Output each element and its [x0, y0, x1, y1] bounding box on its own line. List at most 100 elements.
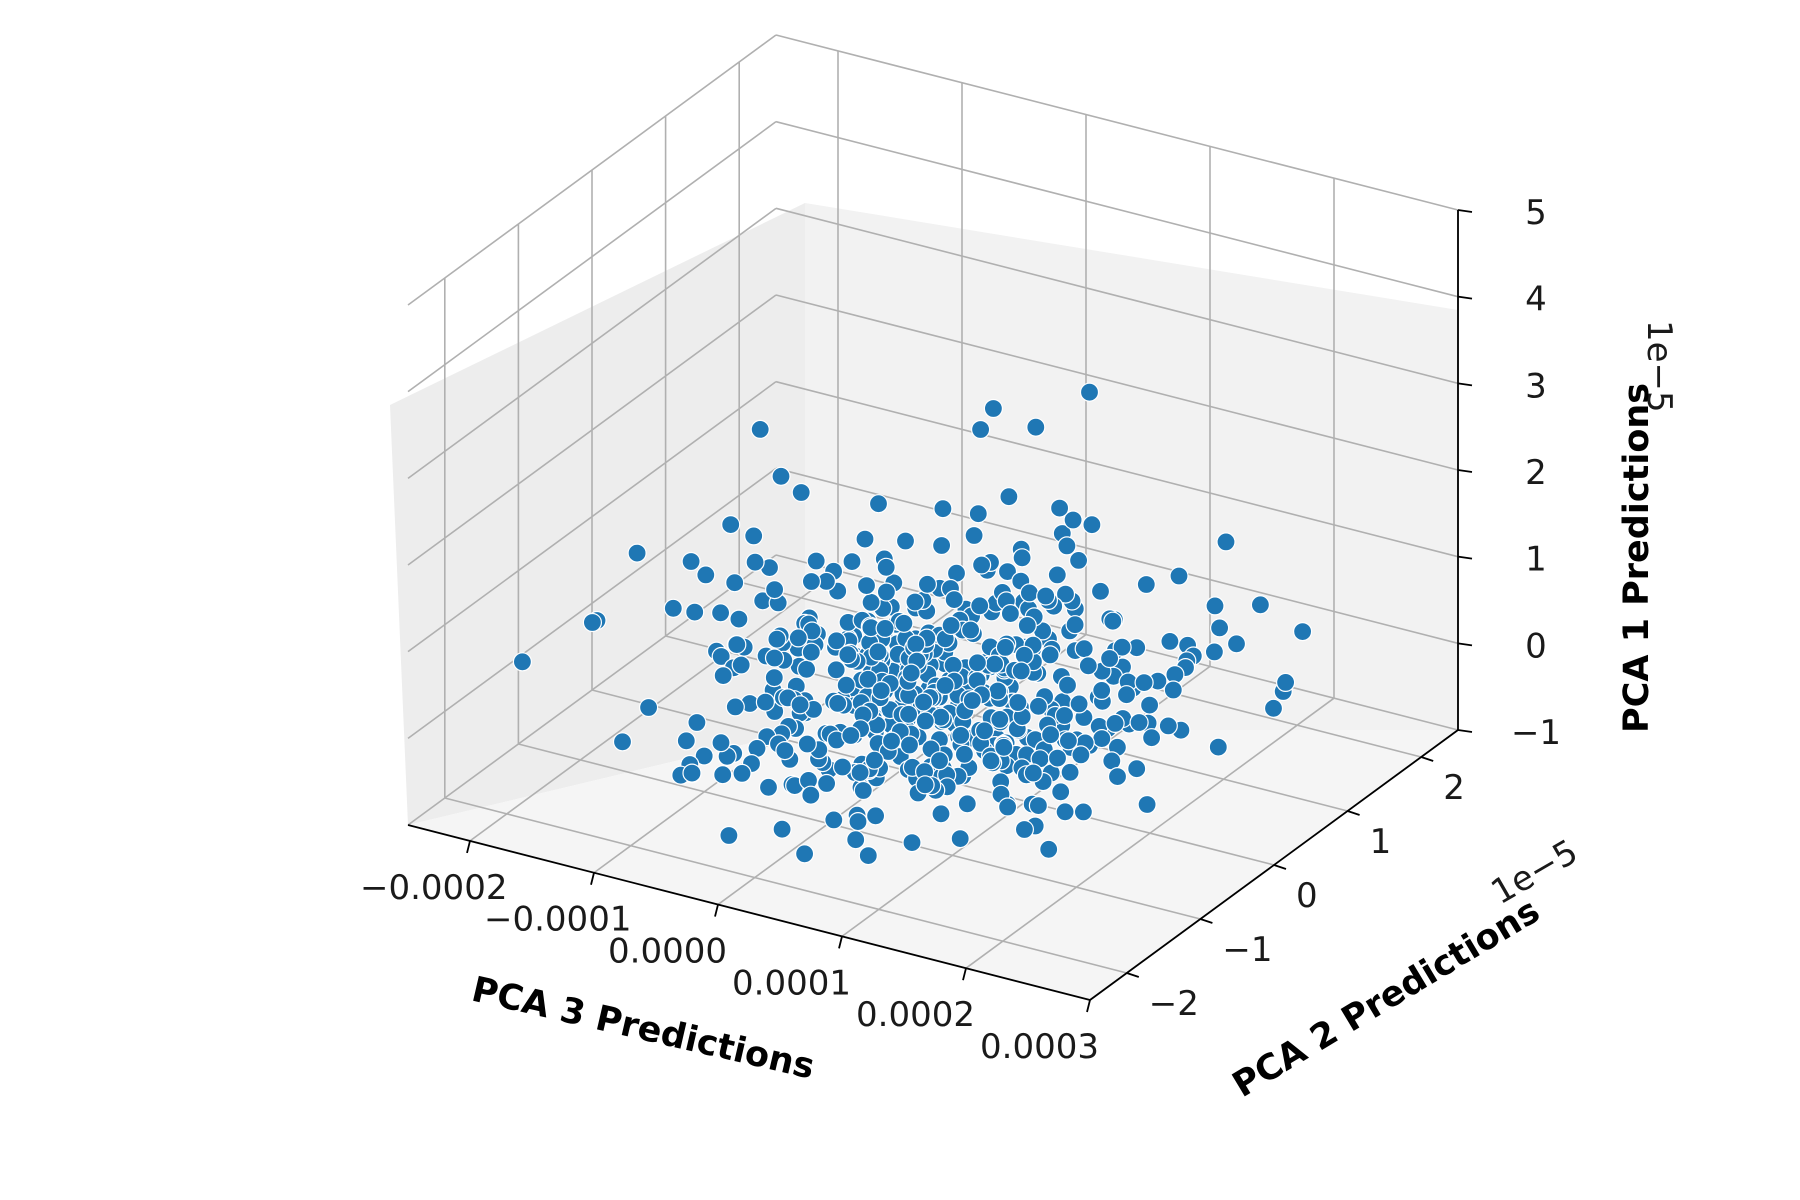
- grid-z-side-1: [407, 467, 777, 739]
- point-546: [685, 602, 705, 622]
- point-511: [931, 804, 951, 824]
- point-38: [1082, 515, 1102, 535]
- point-13: [1216, 532, 1236, 552]
- point-377: [801, 642, 821, 662]
- x-tick-label-0: −0.0002: [360, 868, 507, 908]
- point-282: [1137, 794, 1157, 815]
- point-416: [876, 557, 896, 577]
- point-83: [1078, 656, 1098, 676]
- point-301: [990, 709, 1010, 730]
- data-points: [512, 382, 1313, 866]
- x-tick-4: [962, 967, 967, 981]
- point-29: [997, 561, 1018, 582]
- x-tick-label-3: 0.0001: [732, 963, 851, 1003]
- point-477: [957, 794, 977, 814]
- x-tick-5: [1086, 999, 1091, 1013]
- point-393: [951, 725, 971, 746]
- point-169: [983, 398, 1004, 419]
- point-186: [1116, 685, 1137, 705]
- y-tick-label-1: −1: [1222, 930, 1272, 970]
- x-axis-line: [407, 824, 1091, 1001]
- point-74: [1065, 615, 1085, 635]
- point-444: [1054, 705, 1075, 726]
- point-547: [824, 810, 844, 830]
- point-521: [850, 762, 870, 783]
- point-505: [788, 628, 808, 648]
- point-501: [894, 613, 914, 633]
- point-419: [727, 634, 747, 655]
- point-70: [1063, 510, 1083, 530]
- point-545: [676, 731, 696, 751]
- point-552: [772, 819, 792, 839]
- point-150: [1163, 680, 1183, 700]
- point-63: [1040, 645, 1060, 665]
- point-36: [1139, 695, 1160, 715]
- point-97: [970, 419, 991, 440]
- point-281: [876, 582, 897, 602]
- point-3: [1160, 631, 1180, 652]
- point-197: [868, 494, 889, 514]
- z-offset-label: 1e−5: [1639, 320, 1679, 413]
- point-530: [864, 750, 885, 770]
- z-tick-label-4: 3: [1525, 366, 1547, 406]
- point-218: [750, 419, 770, 439]
- z-tick-label-3: 2: [1525, 453, 1547, 493]
- point-330: [681, 551, 701, 572]
- point-363: [906, 634, 926, 654]
- point-375: [962, 690, 982, 711]
- point-96: [933, 499, 953, 519]
- point-66: [1019, 583, 1040, 603]
- point-364: [767, 629, 787, 649]
- point-253: [1000, 603, 1021, 624]
- point-166: [1028, 696, 1049, 716]
- point-352: [826, 631, 847, 651]
- point-534: [711, 733, 731, 753]
- point-526: [713, 665, 733, 686]
- point-371: [1129, 712, 1149, 733]
- point-555: [794, 844, 815, 864]
- point-326: [801, 571, 822, 592]
- point-359: [941, 615, 961, 636]
- point-11: [1090, 581, 1111, 601]
- point-492: [841, 725, 861, 746]
- point-173: [970, 596, 990, 616]
- point-6: [1292, 621, 1313, 642]
- point-389: [858, 669, 878, 689]
- point-543: [846, 830, 866, 850]
- point-479: [929, 751, 950, 771]
- point-436: [1073, 802, 1094, 822]
- y-tick-0: [1126, 972, 1140, 978]
- point-485: [838, 645, 858, 665]
- x-tick-2: [714, 904, 719, 917]
- point-338: [1058, 731, 1079, 751]
- point-495: [582, 612, 603, 633]
- point-433: [905, 592, 925, 612]
- point-504: [1039, 839, 1059, 859]
- point-249: [1017, 615, 1037, 636]
- point-499: [881, 731, 902, 751]
- z-tick-label-5: 4: [1525, 280, 1547, 320]
- point-187: [1069, 694, 1089, 714]
- grid-z-back-5: [775, 120, 1459, 298]
- point-355: [1040, 725, 1061, 745]
- point-385: [898, 704, 919, 724]
- z-tick-6: [1457, 209, 1473, 213]
- point-298: [826, 660, 846, 680]
- point-54: [1068, 550, 1089, 571]
- point-45: [1103, 611, 1123, 631]
- point-193: [1105, 713, 1125, 734]
- point-556: [719, 825, 739, 846]
- point-327: [796, 659, 817, 679]
- z-tick-3: [1457, 469, 1473, 473]
- point-82: [1074, 639, 1094, 659]
- point-136: [1049, 498, 1070, 518]
- point-540: [758, 777, 779, 797]
- y-tick-2: [1273, 864, 1287, 870]
- point-527: [950, 828, 970, 849]
- point-503: [764, 648, 785, 668]
- point-201: [1141, 728, 1162, 748]
- point-1: [1205, 596, 1225, 616]
- point-305: [1051, 782, 1071, 802]
- point-168: [1036, 586, 1056, 606]
